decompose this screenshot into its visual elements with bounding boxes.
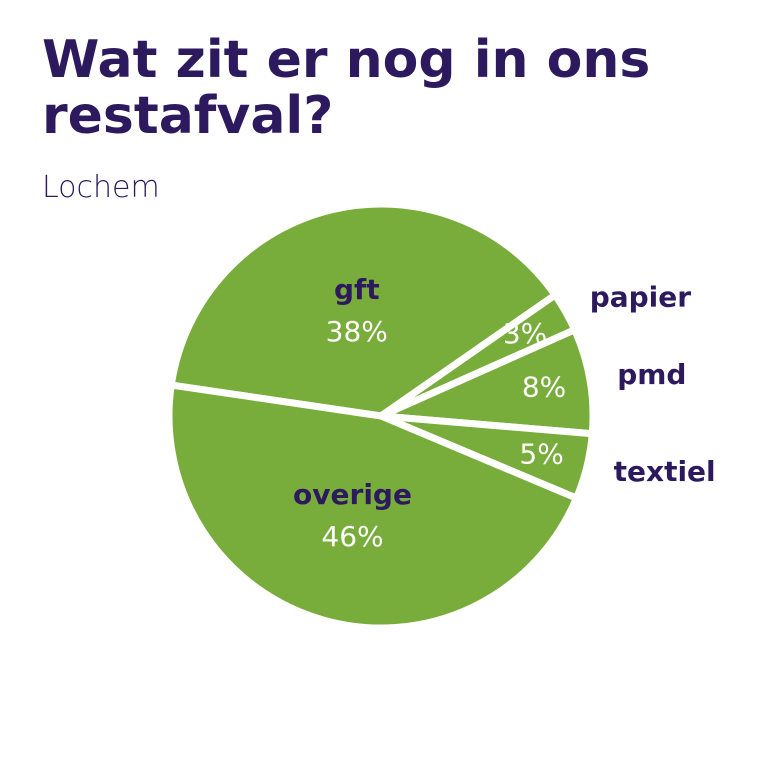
slice-label: textiel [614,455,716,488]
pie-slice [165,381,580,632]
value-label: 8% [522,370,566,403]
value-label: 5% [519,437,563,470]
slice-label: gft [334,273,380,306]
value-label: 46% [321,520,383,553]
slice-label: papier [590,280,692,313]
pie-slice [167,200,559,420]
chart-title: Wat zit er nog in ons restafval? [42,30,651,146]
chart-subtitle: Lochem [42,170,160,205]
slice-label: overige [293,478,412,511]
value-label: 38% [326,315,388,348]
slice-label: pmd [617,358,686,391]
